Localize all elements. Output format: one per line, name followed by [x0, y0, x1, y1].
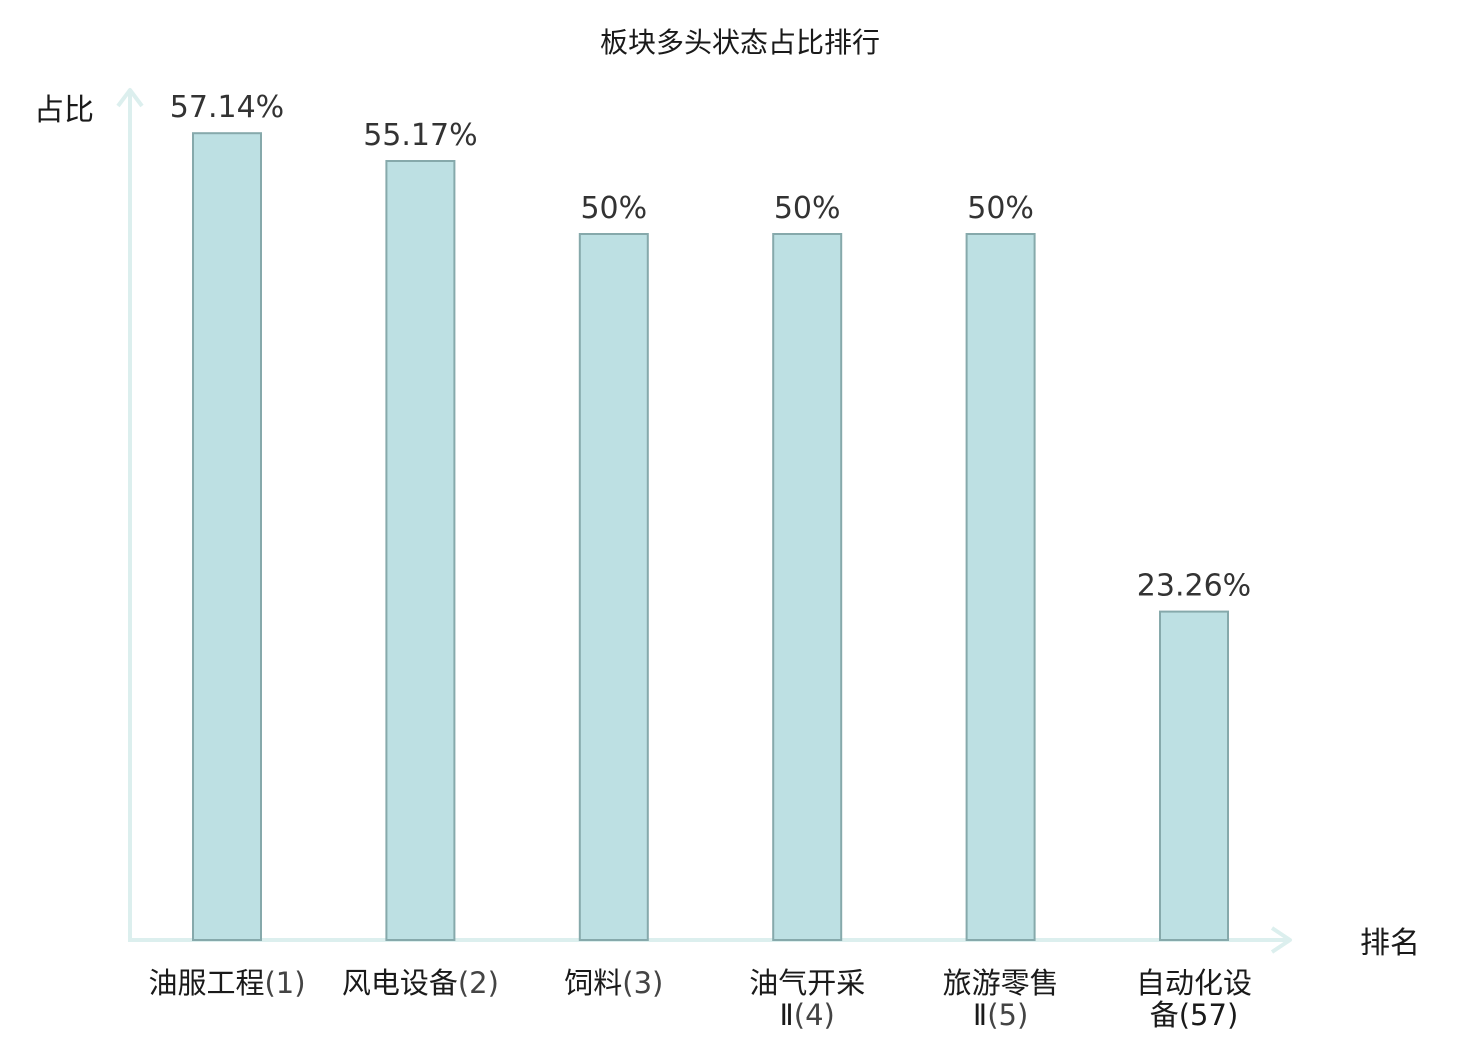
x-axis-title: 排名: [1360, 926, 1420, 961]
chart-title: 板块多头状态占比排行: [600, 26, 880, 59]
y-axis-title: 占比: [34, 93, 94, 128]
bar: [192, 132, 262, 941]
bars-group: [192, 132, 1229, 941]
x-tick-label: 风电设备(2): [342, 966, 499, 1000]
bar-value-label: 50%: [580, 191, 647, 226]
x-tick-label: 油服工程(1): [148, 966, 305, 1000]
x-axis-arrow: [1270, 926, 1292, 954]
tick-labels-group: 油服工程(1) 风电设备(2) 饲料(3) 油气开采 Ⅱ(4) 旅游零售 Ⅱ(5) 自动化设备…: [148, 966, 1252, 1032]
bar-value-label: 50%: [774, 191, 841, 226]
bar-value-label: 55.17%: [363, 118, 477, 153]
bar: [385, 160, 456, 941]
bar-value-label: 50%: [967, 191, 1034, 226]
bar: [965, 233, 1036, 941]
value-labels-group: 57.14% 55.17% 50% 50% 50% 23.26%: [170, 90, 1251, 603]
x-tick-label: 自动化设备(57): [1136, 966, 1252, 1032]
bar: [772, 233, 843, 941]
bar-value-label: 23.26%: [1137, 569, 1251, 604]
bar-value-label: 57.14%: [170, 90, 284, 125]
x-tick-label: 油气开采 Ⅱ(4): [749, 966, 865, 1032]
x-tick-label: 旅游零售 Ⅱ(5): [943, 966, 1059, 1032]
bar: [1159, 610, 1229, 941]
x-tick-label: 饲料(3): [564, 966, 663, 1000]
y-axis-arrow: [116, 88, 144, 108]
bar: [578, 233, 649, 941]
